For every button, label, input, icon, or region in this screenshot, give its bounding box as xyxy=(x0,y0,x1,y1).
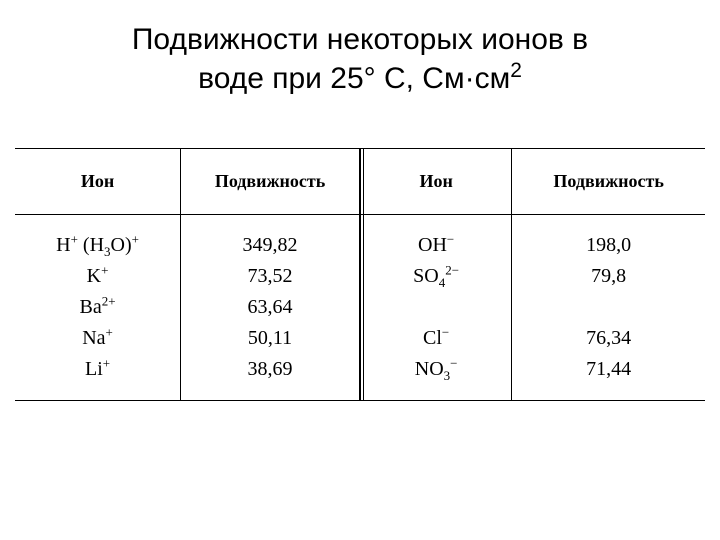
cell-mob1: 50,11 xyxy=(181,323,360,354)
cell-mob2: 76,34 xyxy=(512,323,705,354)
cell-mob1: 63,64 xyxy=(181,292,360,323)
cell-ion2: SO42− xyxy=(360,261,512,292)
cell-mob2: 71,44 xyxy=(512,354,705,401)
title-sup: 2 xyxy=(510,59,522,82)
cell-mob2: 198,0 xyxy=(512,215,705,262)
header-ion1: Ион xyxy=(15,149,181,215)
cell-ion2 xyxy=(360,292,512,323)
cell-mob1: 38,69 xyxy=(181,354,360,401)
table-row: Ba2+63,64 xyxy=(15,292,705,323)
cell-ion1: Na+ xyxy=(15,323,181,354)
cell-ion1: Li+ xyxy=(15,354,181,401)
table-row: K+73,52SO42−79,8 xyxy=(15,261,705,292)
cell-mob2: 79,8 xyxy=(512,261,705,292)
page-title: Подвижности некоторых ионов в воде при 2… xyxy=(15,20,705,98)
cell-ion1: H+ (H3O)+ xyxy=(15,215,181,262)
header-row: Ион Подвижность Ион Подвижность xyxy=(15,149,705,215)
title-line-1: Подвижности некоторых ионов в xyxy=(132,23,588,56)
cell-mob1: 73,52 xyxy=(181,261,360,292)
cell-mob2 xyxy=(512,292,705,323)
mobility-table: Ион Подвижность Ион Подвижность H+ (H3O)… xyxy=(15,148,705,401)
table-row: Li+38,69NO3−71,44 xyxy=(15,354,705,401)
cell-mob1: 349,82 xyxy=(181,215,360,262)
table-body: H+ (H3O)+349,82OH−198,0K+73,52SO42−79,8B… xyxy=(15,215,705,401)
title-line-2-pre: воде при 25° С, См·см xyxy=(198,62,510,95)
mobility-table-wrap: Ион Подвижность Ион Подвижность H+ (H3O)… xyxy=(15,148,705,401)
table-row: H+ (H3O)+349,82OH−198,0 xyxy=(15,215,705,262)
cell-ion2: OH− xyxy=(360,215,512,262)
cell-ion2: NO3− xyxy=(360,354,512,401)
header-ion2: Ион xyxy=(360,149,512,215)
cell-ion1: K+ xyxy=(15,261,181,292)
cell-ion1: Ba2+ xyxy=(15,292,181,323)
header-mob1: Подвижность xyxy=(181,149,360,215)
cell-ion2: Cl− xyxy=(360,323,512,354)
table-row: Na+50,11Cl−76,34 xyxy=(15,323,705,354)
header-mob2: Подвижность xyxy=(512,149,705,215)
